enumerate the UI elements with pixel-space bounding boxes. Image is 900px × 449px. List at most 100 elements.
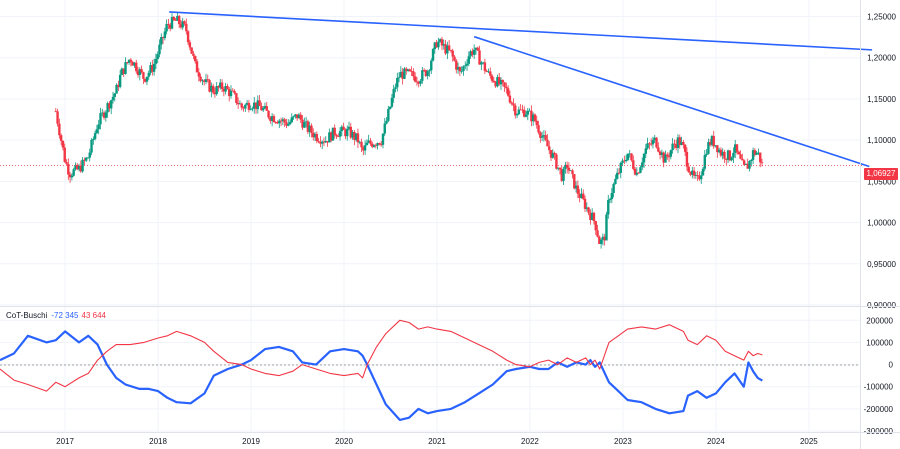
candle-body	[596, 230, 599, 237]
candle-body	[197, 72, 201, 77]
candle-body	[755, 152, 758, 155]
indicator-tick-label: -300000	[864, 427, 894, 436]
candle-body	[573, 174, 576, 189]
candle-body	[687, 166, 690, 173]
time-tick-label: 2019	[242, 437, 260, 446]
candle-body	[204, 79, 208, 82]
candle-body	[299, 114, 302, 120]
candle-body	[440, 39, 444, 46]
candle-body	[508, 95, 512, 103]
candle-body	[682, 142, 685, 145]
candle-body	[317, 141, 320, 142]
candle-body	[506, 88, 510, 96]
price-tick-label: 0,95000	[867, 260, 896, 269]
candle-body	[637, 172, 640, 174]
candle-body	[245, 102, 249, 105]
candle-body	[174, 19, 177, 21]
candle-body	[308, 125, 311, 132]
candle-body	[367, 140, 370, 143]
candle-body	[615, 172, 619, 179]
candle-body	[93, 133, 97, 139]
candle-body	[515, 114, 519, 116]
candle-body	[292, 116, 295, 118]
candle-body	[195, 61, 199, 73]
candle-body	[315, 134, 319, 142]
price-tick-label: 1,15000	[867, 95, 896, 104]
candle-body	[558, 167, 562, 170]
candle-body	[356, 133, 360, 143]
candle-body	[342, 126, 345, 130]
candle-body	[387, 108, 390, 121]
indicator-legend[interactable]: CoT-Buschi -72 345 43 644	[6, 311, 106, 320]
candle-body	[610, 192, 614, 200]
candle-body	[582, 193, 585, 199]
candle-body	[319, 141, 322, 144]
candle-body	[92, 138, 95, 140]
candle-body	[95, 129, 99, 134]
candle-body	[231, 90, 234, 92]
candle-body	[565, 164, 569, 168]
candle-body	[154, 59, 158, 64]
candle-body	[320, 141, 324, 144]
candle-body	[240, 103, 243, 108]
candle-body	[301, 119, 304, 128]
candle-body	[372, 145, 376, 147]
candle-body	[281, 119, 285, 121]
candle-body	[710, 135, 714, 145]
indicator-tick-label: -200000	[864, 405, 894, 414]
price-axis: 1,25000 1,20000 1,15000 1,10000 1,05000 1,000…	[867, 12, 896, 310]
candle-body	[658, 151, 662, 155]
candle-body	[748, 161, 751, 169]
candle-body	[628, 153, 631, 155]
candle-body	[737, 151, 740, 155]
candle-body	[110, 100, 113, 109]
candle-body	[746, 163, 749, 169]
candle-body	[331, 127, 335, 141]
indicator-tick-label: -100000	[864, 383, 894, 392]
candle-body	[717, 149, 721, 153]
time-tick-label: 2018	[149, 437, 167, 446]
candle-body	[469, 51, 472, 57]
candle-body	[424, 70, 428, 76]
candle-body	[519, 109, 522, 111]
candle-body	[283, 119, 286, 123]
candle-body	[464, 65, 467, 67]
candle-body	[295, 114, 299, 119]
candle-body	[63, 147, 66, 162]
candle-body	[585, 207, 589, 209]
candle-body	[528, 110, 531, 112]
candle-body	[494, 82, 497, 87]
candle-body	[598, 236, 601, 244]
candle-body	[662, 152, 665, 163]
candle-body	[390, 97, 394, 107]
candle-body	[145, 76, 149, 82]
candle-body	[106, 103, 109, 113]
candle-body	[623, 160, 626, 162]
candle-body	[619, 162, 622, 173]
candle-body	[612, 183, 615, 193]
candle-body	[578, 193, 581, 199]
candle-body	[147, 72, 150, 77]
candle-body	[322, 141, 326, 143]
candle-body	[642, 153, 646, 163]
candle-body	[381, 133, 385, 145]
candle-body	[587, 207, 590, 213]
candle-body	[76, 164, 79, 170]
candle-body	[278, 120, 281, 124]
candle-body	[505, 86, 508, 89]
candle-body	[531, 114, 535, 122]
candle-body	[530, 110, 533, 122]
candle-body	[233, 91, 236, 94]
candle-body	[165, 23, 168, 32]
candle-body	[378, 143, 381, 145]
candle-body	[77, 165, 81, 170]
candle-body	[101, 112, 104, 114]
candle-body	[571, 170, 574, 175]
candle-body	[555, 154, 558, 169]
candle-body	[564, 164, 567, 169]
candle-body	[714, 145, 717, 147]
candle-body	[510, 102, 513, 104]
candle-body	[340, 126, 344, 132]
candle-body	[194, 56, 197, 62]
